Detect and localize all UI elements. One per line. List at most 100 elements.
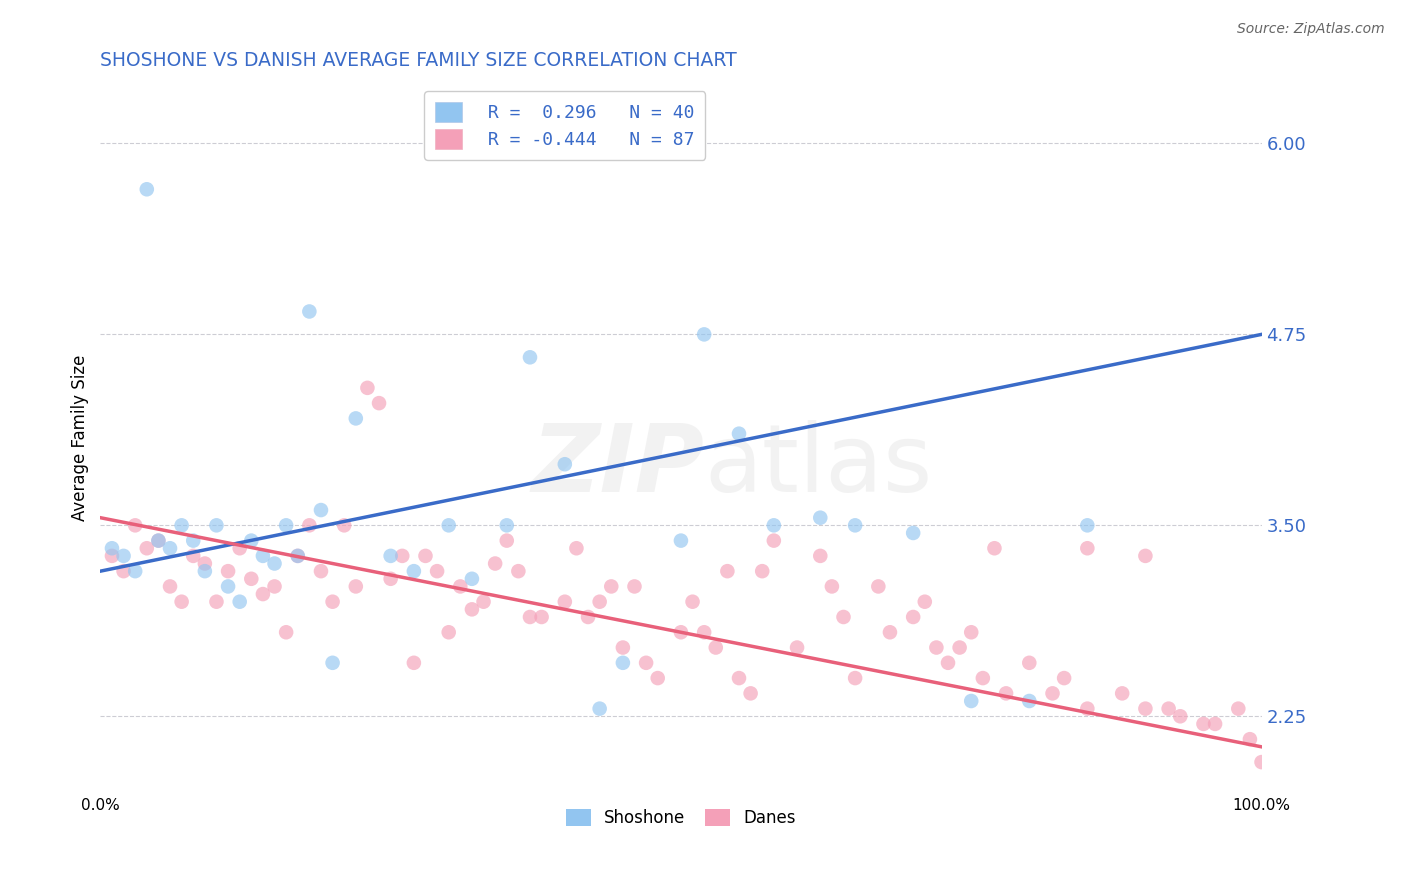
Danes: [181, 549, 204, 563]
Danes: [495, 533, 517, 548]
Danes: [1157, 701, 1180, 715]
Danes: [960, 625, 983, 640]
Danes: [484, 557, 506, 571]
Shoshone: [960, 694, 983, 708]
Danes: [1053, 671, 1076, 685]
Danes: [669, 625, 692, 640]
Danes: [148, 533, 170, 548]
Shoshone: [298, 304, 321, 318]
Danes: [949, 640, 972, 655]
Shoshone: [276, 518, 298, 533]
Shoshone: [148, 533, 170, 548]
Shoshone: [437, 518, 460, 533]
Danes: [415, 549, 437, 563]
Danes: [240, 572, 263, 586]
Danes: [762, 533, 785, 548]
Shoshone: [495, 518, 517, 533]
Danes: [901, 610, 924, 624]
Danes: [600, 579, 623, 593]
Shoshone: [380, 549, 402, 563]
Shoshone: [263, 557, 285, 571]
Danes: [333, 518, 356, 533]
Shoshone: [124, 564, 146, 578]
Danes: [1042, 686, 1064, 700]
Shoshone: [205, 518, 228, 533]
Text: ZIP: ZIP: [531, 420, 704, 512]
Danes: [1135, 701, 1157, 715]
Danes: [508, 564, 530, 578]
Danes: [1076, 541, 1098, 556]
Danes: [693, 625, 716, 640]
Shoshone: [669, 533, 692, 548]
Shoshone: [728, 426, 751, 441]
Danes: [159, 579, 181, 593]
Danes: [647, 671, 669, 685]
Shoshone: [252, 549, 274, 563]
Danes: [636, 656, 658, 670]
Shoshone: [159, 541, 181, 556]
Shoshone: [762, 518, 785, 533]
Danes: [808, 549, 831, 563]
Danes: [276, 625, 298, 640]
Danes: [682, 595, 704, 609]
Legend: Shoshone, Danes: Shoshone, Danes: [560, 803, 803, 834]
Shoshone: [554, 457, 576, 471]
Shoshone: [309, 503, 332, 517]
Danes: [1227, 701, 1250, 715]
Danes: [879, 625, 901, 640]
Shoshone: [101, 541, 124, 556]
Shoshone: [402, 564, 425, 578]
Danes: [576, 610, 599, 624]
Shoshone: [287, 549, 309, 563]
Danes: [124, 518, 146, 533]
Danes: [786, 640, 808, 655]
Danes: [112, 564, 135, 578]
Danes: [344, 579, 367, 593]
Danes: [844, 671, 866, 685]
Shoshone: [344, 411, 367, 425]
Danes: [217, 564, 239, 578]
Danes: [1018, 656, 1040, 670]
Danes: [1250, 755, 1272, 769]
Danes: [402, 656, 425, 670]
Y-axis label: Average Family Size: Average Family Size: [72, 354, 89, 521]
Danes: [612, 640, 634, 655]
Danes: [322, 595, 344, 609]
Shoshone: [612, 656, 634, 670]
Danes: [1076, 701, 1098, 715]
Danes: [983, 541, 1005, 556]
Shoshone: [1018, 694, 1040, 708]
Shoshone: [322, 656, 344, 670]
Danes: [309, 564, 332, 578]
Danes: [205, 595, 228, 609]
Danes: [170, 595, 193, 609]
Danes: [1204, 717, 1226, 731]
Danes: [287, 549, 309, 563]
Danes: [925, 640, 948, 655]
Danes: [194, 557, 217, 571]
Shoshone: [461, 572, 484, 586]
Shoshone: [844, 518, 866, 533]
Shoshone: [135, 182, 157, 196]
Danes: [728, 671, 751, 685]
Shoshone: [1076, 518, 1098, 533]
Danes: [263, 579, 285, 593]
Danes: [391, 549, 413, 563]
Text: SHOSHONE VS DANISH AVERAGE FAMILY SIZE CORRELATION CHART: SHOSHONE VS DANISH AVERAGE FAMILY SIZE C…: [100, 51, 737, 70]
Shoshone: [588, 701, 610, 715]
Danes: [868, 579, 890, 593]
Text: Source: ZipAtlas.com: Source: ZipAtlas.com: [1237, 22, 1385, 37]
Shoshone: [217, 579, 239, 593]
Shoshone: [901, 526, 924, 541]
Shoshone: [112, 549, 135, 563]
Shoshone: [181, 533, 204, 548]
Danes: [623, 579, 645, 593]
Danes: [228, 541, 250, 556]
Danes: [472, 595, 495, 609]
Danes: [449, 579, 471, 593]
Danes: [554, 595, 576, 609]
Danes: [995, 686, 1018, 700]
Danes: [368, 396, 391, 410]
Shoshone: [194, 564, 217, 578]
Shoshone: [808, 510, 831, 524]
